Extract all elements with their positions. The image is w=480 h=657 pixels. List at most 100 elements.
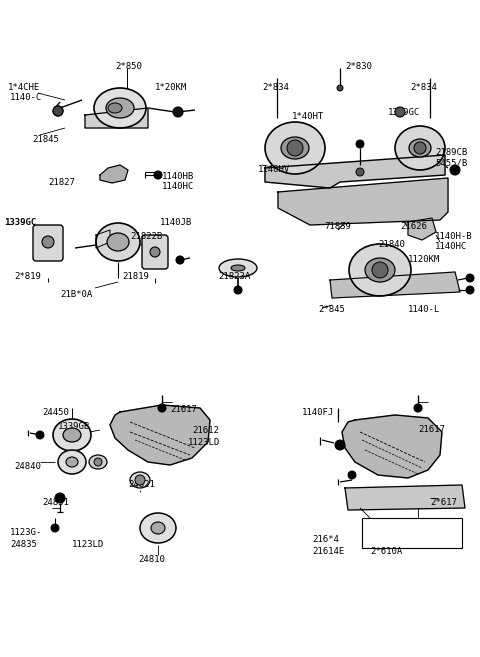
Polygon shape: [265, 155, 445, 188]
Text: 1140HC: 1140HC: [435, 242, 467, 251]
Ellipse shape: [89, 455, 107, 469]
Text: 21626: 21626: [400, 222, 427, 231]
Text: 1120KM: 1120KM: [408, 255, 440, 264]
Circle shape: [135, 475, 145, 485]
Circle shape: [372, 262, 388, 278]
Circle shape: [154, 171, 162, 179]
Circle shape: [42, 236, 54, 248]
Text: 2*834: 2*834: [410, 83, 437, 92]
Circle shape: [53, 106, 63, 116]
Text: 1339GC: 1339GC: [4, 218, 36, 227]
Text: 71839: 71839: [324, 222, 351, 231]
Ellipse shape: [395, 126, 445, 170]
Text: 2*830: 2*830: [345, 62, 372, 71]
Polygon shape: [278, 178, 448, 225]
Text: 2*834: 2*834: [262, 83, 289, 92]
Text: 2*845: 2*845: [318, 305, 345, 314]
Ellipse shape: [409, 139, 431, 157]
Text: 24810: 24810: [138, 555, 165, 564]
Text: 21827: 21827: [48, 178, 75, 187]
Circle shape: [337, 85, 343, 91]
Circle shape: [173, 107, 183, 117]
Text: 21840: 21840: [378, 240, 405, 249]
Text: 1140-C: 1140-C: [10, 93, 42, 102]
Text: 21617: 21617: [170, 405, 197, 414]
Text: 2189CB: 2189CB: [435, 148, 467, 157]
Circle shape: [335, 440, 345, 450]
Circle shape: [94, 458, 102, 466]
Circle shape: [414, 142, 426, 154]
Circle shape: [53, 106, 63, 116]
FancyBboxPatch shape: [33, 225, 63, 261]
Ellipse shape: [265, 122, 325, 174]
Text: 21823A: 21823A: [218, 272, 250, 281]
Text: 21845: 21845: [32, 135, 59, 144]
Circle shape: [150, 247, 160, 257]
Text: 1140HC: 1140HC: [162, 182, 194, 191]
Circle shape: [395, 107, 405, 117]
Ellipse shape: [108, 103, 122, 113]
Text: 1140FJ: 1140FJ: [302, 408, 334, 417]
Polygon shape: [96, 230, 110, 248]
Polygon shape: [85, 108, 148, 128]
Polygon shape: [342, 415, 442, 478]
Text: 1140JB: 1140JB: [160, 218, 192, 227]
Circle shape: [466, 274, 474, 282]
Text: 21819: 21819: [122, 272, 149, 281]
Ellipse shape: [130, 472, 150, 488]
Text: 1*20KM: 1*20KM: [155, 83, 187, 92]
Polygon shape: [345, 485, 465, 510]
Text: 2*850: 2*850: [115, 62, 142, 71]
Text: 24840: 24840: [14, 462, 41, 471]
Text: 24450: 24450: [42, 408, 69, 417]
Ellipse shape: [107, 233, 129, 251]
Text: 21614E: 21614E: [312, 547, 344, 556]
Text: 1123LD: 1123LD: [188, 438, 220, 447]
Circle shape: [158, 404, 166, 412]
Text: 1140-L: 1140-L: [408, 305, 440, 314]
Text: 24821: 24821: [128, 480, 155, 489]
Text: 1140HV: 1140HV: [258, 165, 290, 174]
Ellipse shape: [63, 428, 81, 442]
Circle shape: [55, 493, 65, 503]
Ellipse shape: [281, 137, 309, 159]
Circle shape: [234, 286, 242, 294]
Ellipse shape: [94, 88, 146, 128]
Ellipse shape: [219, 259, 257, 277]
Polygon shape: [110, 405, 210, 465]
Circle shape: [356, 168, 364, 176]
Text: 5455/B: 5455/B: [435, 158, 467, 167]
Circle shape: [450, 165, 460, 175]
Polygon shape: [330, 272, 460, 298]
Ellipse shape: [231, 265, 245, 271]
Text: 1123LD: 1123LD: [72, 540, 104, 549]
Ellipse shape: [365, 258, 395, 282]
Ellipse shape: [58, 450, 86, 474]
Circle shape: [414, 404, 422, 412]
Text: 1339GC: 1339GC: [388, 108, 420, 117]
Circle shape: [348, 471, 356, 479]
Ellipse shape: [349, 244, 411, 296]
Polygon shape: [408, 218, 436, 240]
Circle shape: [36, 431, 44, 439]
Text: 21B*0A: 21B*0A: [60, 290, 92, 299]
Text: 21617: 21617: [418, 425, 445, 434]
Text: 1*4CHE: 1*4CHE: [8, 83, 40, 92]
Text: 21612: 21612: [192, 426, 219, 435]
Ellipse shape: [53, 419, 91, 451]
Text: 24831: 24831: [42, 498, 69, 507]
Text: 1140HB: 1140HB: [162, 172, 194, 181]
Text: 2*610A: 2*610A: [370, 547, 402, 556]
Text: 1140H-B: 1140H-B: [435, 232, 473, 241]
Circle shape: [356, 140, 364, 148]
Text: 1123G-: 1123G-: [10, 528, 42, 537]
Polygon shape: [100, 165, 128, 183]
FancyBboxPatch shape: [142, 235, 168, 269]
Text: 1339GB: 1339GB: [58, 422, 90, 431]
Ellipse shape: [96, 223, 140, 261]
Text: 24835: 24835: [10, 540, 37, 549]
Ellipse shape: [106, 98, 134, 118]
Text: 2*617: 2*617: [430, 498, 457, 507]
Ellipse shape: [151, 522, 165, 534]
Ellipse shape: [66, 457, 78, 467]
